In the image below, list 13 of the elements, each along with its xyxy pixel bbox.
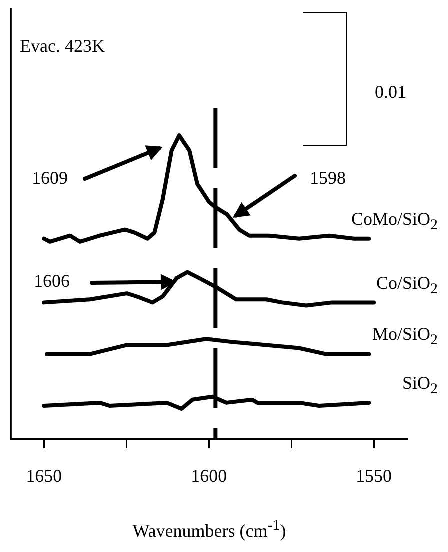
- series-label: SiO$_{2}$: [402, 372, 438, 399]
- annotation: 1606: [34, 271, 70, 291]
- text: 0.01: [375, 82, 406, 102]
- series-label: CoMo/SiO$_{2}$: [351, 208, 438, 234]
- annotation: 1598: [310, 168, 346, 188]
- series-label: Co/SiO$_{2}$: [376, 272, 438, 298]
- annotation: 1609: [32, 168, 68, 188]
- text: Evac. 423K: [20, 36, 105, 56]
- x-axis-title: Wavenumbers (cm$^{-1}$): [132, 518, 288, 542]
- x-tick-label: 1550: [356, 466, 392, 486]
- x-tick-label: 1600: [191, 466, 228, 486]
- series-label: Mo/SiO$_{2}$: [372, 324, 438, 350]
- x-tick-label: 1650: [26, 466, 62, 486]
